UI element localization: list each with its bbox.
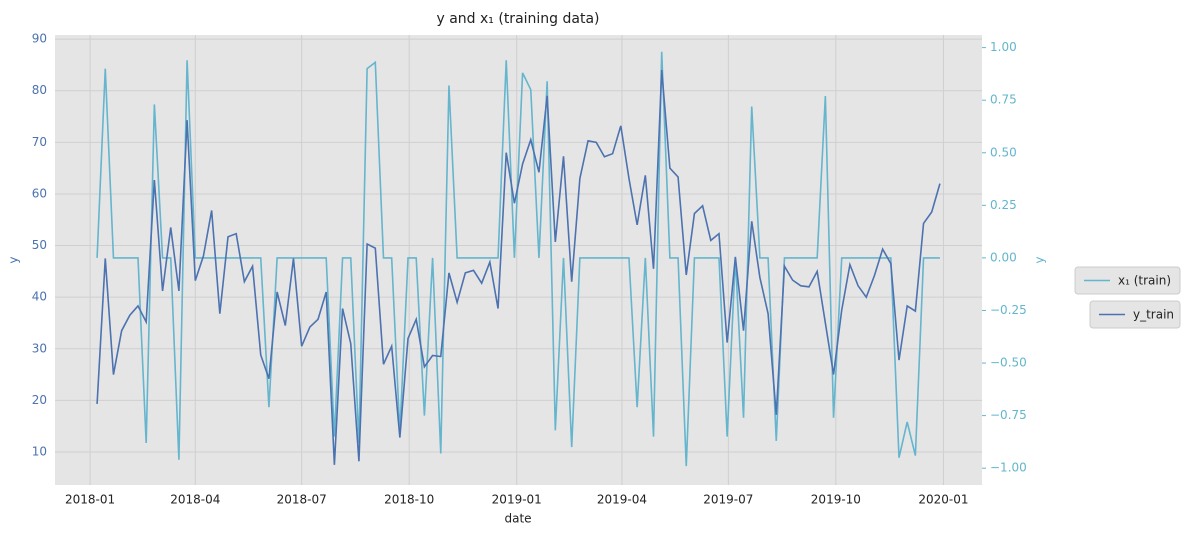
y2-tick-label: −1.00 [990, 461, 1027, 475]
legend-box [1089, 300, 1181, 329]
y-tick-label: 50 [32, 238, 47, 252]
series-line [96, 51, 940, 467]
y-tick-label: 80 [32, 83, 47, 97]
x-tick-label: 2019-07 [703, 493, 753, 507]
y-tick-label: 90 [32, 32, 47, 46]
y2-tick-label: −0.75 [990, 408, 1027, 422]
x-tick-label: 2018-01 [65, 493, 115, 507]
legend-box [1074, 266, 1181, 295]
y-tick-label: 70 [32, 135, 47, 149]
series-line [96, 70, 941, 465]
y2-tick-label: 0.50 [990, 145, 1017, 159]
y2-tick-label: 0.00 [990, 250, 1017, 264]
legend-label: y_train [1133, 308, 1174, 322]
x-tick-label: 2018-07 [277, 493, 327, 507]
x-tick-label: 2018-04 [170, 493, 220, 507]
x-tick-label: 2019-01 [492, 493, 542, 507]
chart-title: y and x₁ (training data) [436, 11, 599, 27]
x-axis-label: date [504, 512, 531, 526]
y-tick-label: 10 [32, 444, 47, 458]
legend-label: x₁ (train) [1118, 274, 1171, 288]
y2-tick-label: 0.25 [990, 198, 1017, 212]
plot-background [55, 35, 982, 485]
y2-axis-label: y [1033, 256, 1047, 263]
y2-tick-label: −0.50 [990, 356, 1027, 370]
x-tick-label: 2018-10 [384, 493, 434, 507]
x-tick-label: 2019-04 [597, 493, 647, 507]
y-tick-label: 30 [32, 341, 47, 355]
x-tick-label: 2019-10 [811, 493, 861, 507]
y2-tick-label: 1.00 [990, 40, 1017, 54]
x-tick-label: 2020-01 [918, 493, 968, 507]
y2-tick-label: −0.25 [990, 303, 1027, 317]
y2-tick-label: 0.75 [990, 93, 1017, 107]
y-tick-label: 20 [32, 393, 47, 407]
y-tick-label: 40 [32, 290, 47, 304]
y-tick-label: 60 [32, 186, 47, 200]
y-axis-label: y [7, 256, 21, 263]
